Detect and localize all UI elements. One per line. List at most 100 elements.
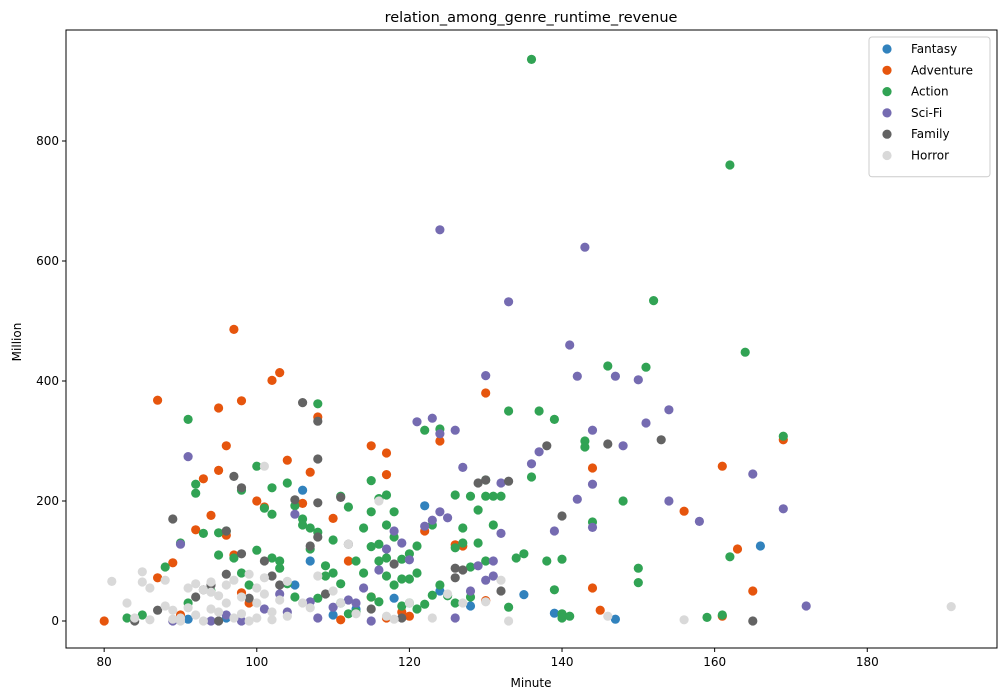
data-point [267, 615, 277, 625]
data-point [778, 431, 788, 441]
data-point [526, 459, 537, 469]
data-point [587, 463, 598, 473]
data-point [473, 505, 483, 515]
data-point [252, 583, 262, 593]
data-point [183, 414, 193, 424]
data-point [206, 510, 216, 520]
data-point [160, 575, 170, 585]
data-point [610, 371, 621, 381]
data-point [374, 565, 384, 575]
data-point [381, 544, 392, 554]
data-point [328, 610, 338, 620]
legend-marker [882, 44, 892, 54]
data-point [450, 613, 460, 623]
data-point [732, 544, 743, 554]
x-tick-label: 140 [551, 655, 574, 669]
data-point [450, 598, 460, 608]
legend-label: Action [911, 85, 949, 99]
data-point [343, 502, 353, 512]
data-point [572, 494, 582, 504]
data-point [328, 602, 338, 612]
data-point [381, 490, 392, 500]
data-point [259, 461, 269, 471]
data-point [679, 506, 689, 516]
data-point [374, 597, 384, 607]
y-tick-label: 200 [36, 494, 59, 508]
data-point [458, 538, 468, 548]
data-point [381, 470, 392, 480]
data-point [427, 515, 437, 525]
data-point [496, 491, 506, 501]
data-point [236, 609, 247, 619]
data-point [290, 580, 300, 590]
data-point [420, 521, 430, 531]
data-point [443, 589, 453, 599]
data-point [313, 593, 323, 603]
data-point [412, 417, 422, 427]
data-point [443, 513, 453, 523]
data-point [542, 556, 552, 566]
y-tick-label: 0 [51, 614, 59, 628]
data-point [717, 610, 727, 620]
data-point [366, 476, 376, 486]
data-point [328, 513, 338, 524]
data-point [267, 607, 277, 617]
data-point [649, 296, 659, 306]
data-point [206, 587, 216, 597]
data-point [458, 523, 468, 533]
data-point [755, 541, 766, 551]
data-point [488, 491, 498, 501]
data-point [389, 526, 399, 536]
data-point [236, 549, 247, 559]
data-point [305, 541, 315, 551]
data-point [160, 601, 170, 611]
data-point [351, 598, 361, 608]
data-point [397, 613, 407, 623]
data-point [420, 599, 430, 609]
legend-marker [882, 108, 892, 118]
data-point [778, 504, 788, 514]
data-point [504, 602, 514, 612]
data-point [381, 520, 392, 530]
data-point [420, 501, 430, 511]
data-point [366, 592, 376, 602]
data-point [191, 488, 201, 498]
data-point [404, 598, 414, 608]
data-point [160, 562, 170, 572]
data-point [389, 507, 399, 517]
data-point [275, 563, 285, 573]
data-point [359, 568, 369, 578]
data-point [473, 478, 483, 488]
data-point [381, 553, 392, 563]
data-point [946, 602, 956, 612]
data-point [458, 565, 468, 575]
x-tick-label: 100 [245, 655, 268, 669]
data-point [481, 556, 491, 566]
data-point [236, 592, 247, 602]
data-point [275, 368, 285, 378]
data-point [290, 592, 300, 602]
x-tick-label: 180 [856, 655, 879, 669]
data-point [587, 425, 598, 435]
data-point [397, 554, 407, 564]
data-point [244, 569, 254, 579]
data-point [603, 361, 613, 371]
data-point [481, 491, 491, 501]
data-point [557, 511, 567, 521]
data-point [244, 616, 254, 626]
legend-marker [882, 129, 892, 139]
data-point [313, 454, 323, 464]
data-point [366, 507, 376, 517]
data-point [748, 586, 758, 596]
data-point [305, 603, 315, 613]
data-point [298, 520, 308, 530]
data-point [328, 586, 338, 596]
data-point [320, 571, 331, 581]
data-point [435, 507, 445, 517]
data-point [198, 528, 208, 539]
data-point [145, 583, 155, 593]
data-point [267, 375, 277, 385]
data-point [206, 604, 216, 614]
data-point [229, 613, 239, 623]
